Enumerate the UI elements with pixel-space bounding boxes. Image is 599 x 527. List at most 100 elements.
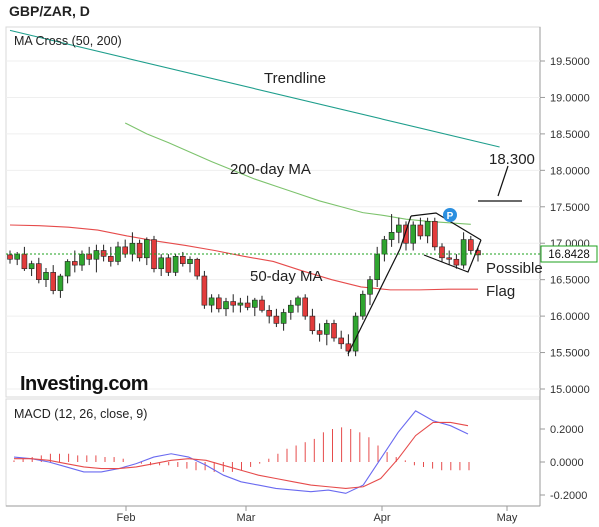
candle-body xyxy=(208,297,215,306)
price-panel-title: MA Cross (50, 200) xyxy=(14,34,122,48)
200-day-ma-line xyxy=(124,122,471,225)
y-tick-label: 18.0000 xyxy=(550,165,590,177)
candle-body xyxy=(388,231,395,240)
signal-line xyxy=(14,421,469,489)
candle-body xyxy=(7,254,13,260)
trendline-line xyxy=(9,29,500,148)
candle-body xyxy=(57,275,64,291)
candle-body xyxy=(431,221,438,248)
candle-body xyxy=(338,337,345,345)
candle-body xyxy=(64,261,71,277)
candle-body xyxy=(453,258,460,266)
target-pointer xyxy=(497,165,509,197)
candle-body xyxy=(86,253,92,260)
x-tick-label: Feb xyxy=(117,512,136,524)
trendline-label: Trendline xyxy=(264,70,326,87)
candle-body xyxy=(216,297,222,310)
candle-body xyxy=(108,256,114,262)
candle-body xyxy=(21,253,28,270)
candle-body xyxy=(14,253,20,260)
candle-body xyxy=(100,250,107,257)
macd-y-tick-label: 0.0000 xyxy=(550,457,584,469)
candle-body xyxy=(50,272,57,291)
candle-body xyxy=(230,301,236,306)
candle-body xyxy=(367,279,373,295)
candle-body xyxy=(122,246,128,255)
x-tick-label: Apr xyxy=(373,512,390,524)
candle-body xyxy=(259,299,265,311)
candle-body xyxy=(129,242,136,255)
flag-top-line xyxy=(410,212,482,241)
candle-body xyxy=(35,263,42,280)
candle-body xyxy=(352,315,359,352)
event-marker-icon xyxy=(443,208,457,222)
macd-line xyxy=(13,410,469,494)
event-marker-letter: P xyxy=(447,211,454,222)
candle-body xyxy=(381,239,388,255)
current-price-tag xyxy=(540,245,598,263)
y-tick-label: 19.0000 xyxy=(550,92,590,104)
candle-body xyxy=(158,257,164,270)
x-tick-label: May xyxy=(497,512,518,524)
candle-body xyxy=(309,315,316,331)
y-tick-label: 19.5000 xyxy=(550,56,590,68)
y-tick-label: 17.5000 xyxy=(550,202,590,214)
ma50-label: 50-day MA xyxy=(250,268,323,285)
candle-body xyxy=(331,323,337,339)
macd-y-tick-label: 0.2000 xyxy=(550,424,584,436)
y-tick-label: 15.0000 xyxy=(550,384,590,396)
target-label: 18.300 xyxy=(489,151,535,168)
candle-body xyxy=(223,301,229,310)
candle-body xyxy=(403,224,409,244)
candle-body xyxy=(194,258,200,277)
candle-body xyxy=(266,309,273,317)
investing-logo: Investing.com xyxy=(20,373,148,395)
candle-body xyxy=(410,224,417,244)
candle-body xyxy=(323,323,330,335)
candle-body xyxy=(187,258,193,264)
candle-body xyxy=(460,239,467,266)
y-tick-label: 18.5000 xyxy=(550,129,590,141)
y-tick-label: 15.5000 xyxy=(550,348,590,360)
candle-body xyxy=(252,299,258,308)
candle-body xyxy=(180,256,186,264)
candle-body xyxy=(237,302,244,306)
current-price-text: 16.8428 xyxy=(548,249,590,261)
candle-body xyxy=(79,253,85,266)
candle-body xyxy=(439,246,445,259)
candle-body xyxy=(446,257,453,260)
x-tick-label: Mar xyxy=(237,512,256,524)
flagpole-line xyxy=(347,248,401,355)
brand-text: Investing.com xyxy=(20,373,148,395)
candle-body xyxy=(144,239,150,259)
macd-y-tick-label: -0.2000 xyxy=(550,490,587,502)
candle-body xyxy=(28,263,35,270)
y-tick-label: 16.0000 xyxy=(550,311,590,323)
50-day-ma-line xyxy=(9,224,478,291)
candle-body xyxy=(43,272,49,280)
candle-body xyxy=(395,224,402,233)
candle-body xyxy=(467,239,474,251)
candle-body xyxy=(424,221,431,237)
candle-body xyxy=(72,261,78,266)
flag-label: Flag xyxy=(486,283,515,300)
candle-body xyxy=(273,315,280,324)
candle-body xyxy=(417,224,424,237)
candle-body xyxy=(287,304,294,313)
candle-body xyxy=(136,242,143,259)
ma200-label: 200-day MA xyxy=(230,161,311,178)
candle-body xyxy=(244,302,251,308)
candle-body xyxy=(316,330,323,335)
candle-body xyxy=(374,253,381,280)
symbol-title: GBP/ZAR, D xyxy=(9,3,90,19)
candle-body xyxy=(302,297,309,317)
candle-body xyxy=(201,275,208,306)
candle-body xyxy=(280,312,287,324)
macd-panel-title: MACD (12, 26, close, 9) xyxy=(14,407,147,421)
candle-body xyxy=(359,293,366,317)
candle-body xyxy=(295,297,301,306)
candle-body xyxy=(165,257,172,273)
flag-bottom-line xyxy=(423,239,482,273)
candle-body xyxy=(172,256,179,273)
